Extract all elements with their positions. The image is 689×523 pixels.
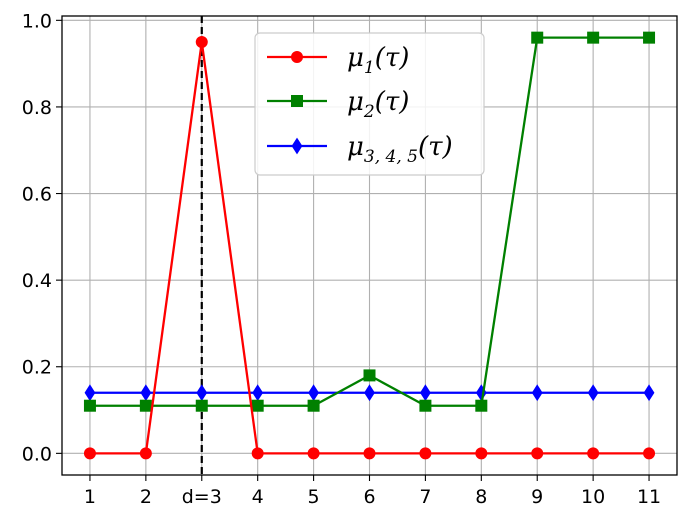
- series-2-point: [643, 31, 656, 44]
- x-tick-label: 7: [419, 486, 431, 508]
- series-2-point: [83, 399, 96, 412]
- series-3-point: [364, 384, 375, 402]
- legend-label: μ3, 4, 5(τ): [347, 132, 453, 167]
- y-tick-label: 0.6: [22, 184, 52, 206]
- y-tick-label: 0.0: [22, 443, 52, 465]
- legend-item-1: μ1(τ): [267, 43, 409, 78]
- x-tick-label: 6: [363, 486, 375, 508]
- y-tick-label: 0.2: [22, 357, 52, 379]
- series-2-point: [195, 399, 208, 412]
- x-tick-label: 1: [84, 486, 96, 508]
- series-1: [83, 35, 656, 460]
- legend-box: [254, 32, 485, 176]
- legend: μ1(τ) μ2(τ) μ3, 4, 5(τ): [254, 32, 485, 176]
- series-2-point: [475, 399, 488, 412]
- series-2-point: [307, 399, 320, 412]
- series-layer: [83, 31, 656, 460]
- y-axis: 0.0 0.2 0.4 0.6 0.8 1.0: [22, 10, 62, 465]
- series-1-point: [251, 447, 264, 460]
- series-2-point: [251, 399, 264, 412]
- series-1-point: [531, 447, 544, 460]
- series-1-point: [363, 447, 376, 460]
- series-1-point: [307, 447, 320, 460]
- x-tick-label: d=3: [182, 486, 222, 508]
- legend-swatch-marker: [291, 137, 303, 155]
- x-tick-label: 10: [581, 486, 605, 508]
- series-3: [84, 384, 655, 402]
- series-1-point: [587, 447, 600, 460]
- series-3-point: [587, 384, 599, 402]
- series-1-point: [139, 447, 152, 460]
- series-3-point: [308, 384, 319, 402]
- y-tick-label: 0.4: [22, 270, 52, 292]
- series-1-point: [195, 35, 208, 48]
- series-3-point: [420, 384, 431, 402]
- y-tick-label: 0.8: [22, 97, 52, 119]
- series-3-point: [84, 384, 96, 402]
- series-3-point: [531, 384, 543, 402]
- x-tick-label: 9: [531, 486, 543, 508]
- x-tick-label: 11: [637, 486, 661, 508]
- series-2-point: [419, 399, 432, 412]
- series-2-point: [587, 31, 600, 44]
- series-1-point: [419, 447, 432, 460]
- legend-item-2: μ2(τ): [267, 87, 409, 122]
- series-2-point: [139, 399, 152, 412]
- legend-swatch-marker: [291, 95, 303, 107]
- series-2-point: [531, 31, 544, 44]
- series-3-point: [643, 384, 655, 402]
- x-axis: 1 2 d=3 4 5 6 7 8 9 10 11: [84, 475, 661, 508]
- legend-label: μ2(τ): [347, 87, 409, 122]
- series-2-point: [363, 369, 376, 382]
- x-tick-label: 5: [308, 486, 320, 508]
- legend-item-3: μ3, 4, 5(τ): [267, 132, 453, 167]
- x-tick-label: 2: [140, 486, 152, 508]
- x-tick-label: 4: [252, 486, 264, 508]
- legend-swatch-marker: [291, 51, 303, 63]
- series-2: [83, 31, 656, 412]
- series-3-point: [252, 384, 264, 402]
- series-3-point: [140, 384, 152, 402]
- series-3-point: [196, 384, 208, 402]
- x-tick-label: 8: [475, 486, 487, 508]
- series-1-point: [643, 447, 656, 460]
- series-1-point: [475, 447, 488, 460]
- series-1-point: [83, 447, 96, 460]
- legend-label: μ1(τ): [347, 43, 409, 78]
- y-tick-label: 1.0: [22, 10, 52, 32]
